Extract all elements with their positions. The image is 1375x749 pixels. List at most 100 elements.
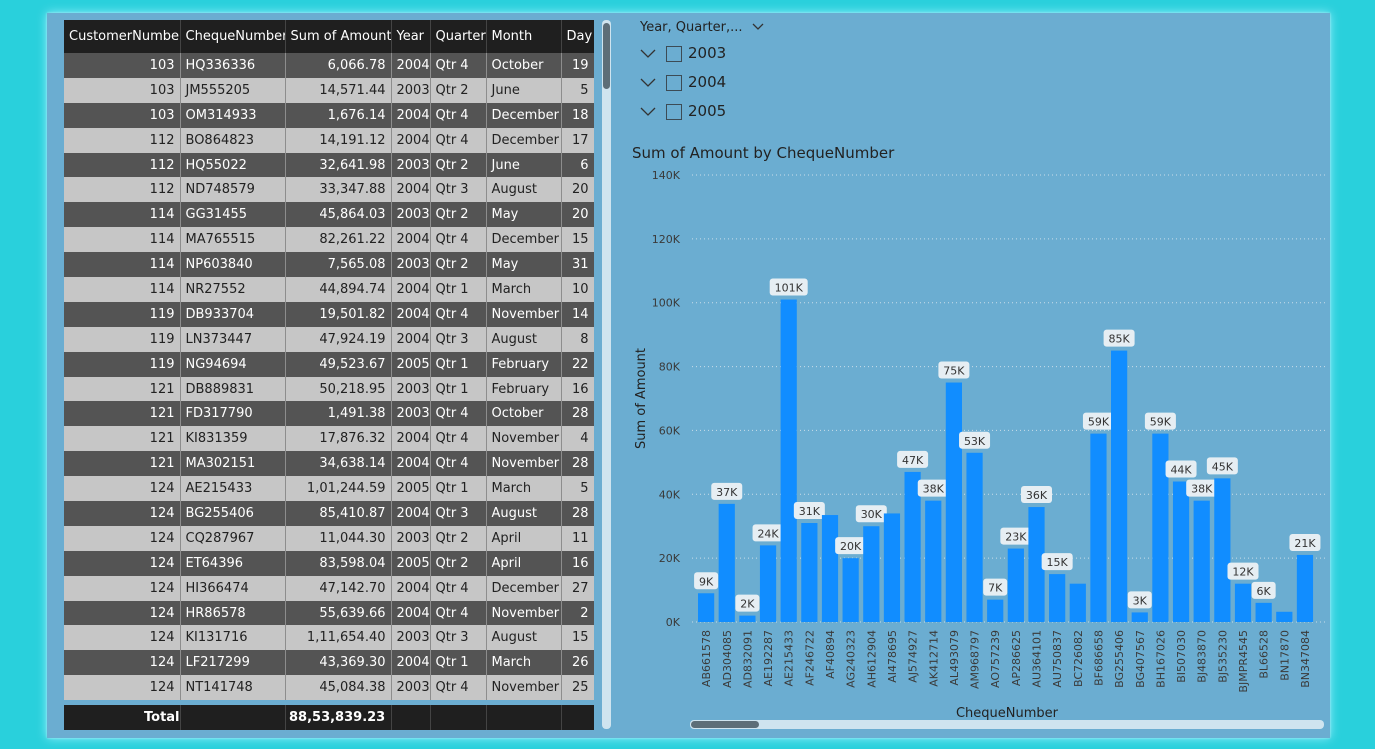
table-cell: 55,639.66 xyxy=(285,600,392,626)
table-row[interactable]: 124 ET64396 83,598.04 2005 Qtr 2 April 16 xyxy=(64,550,594,576)
bar[interactable] xyxy=(1152,433,1169,622)
bar[interactable] xyxy=(1028,507,1045,622)
table-header-row: CustomerNumber ChequeNumber Sum of Amount Y… xyxy=(64,20,594,53)
column-header[interactable]: CustomerNumber xyxy=(64,20,181,53)
table-cell: November xyxy=(486,600,562,626)
table-row[interactable]: 112 HQ55022 32,641.98 2003 Qtr 2 June 6 xyxy=(64,152,594,178)
bar[interactable] xyxy=(945,382,962,622)
table-cell: DB933704 xyxy=(180,301,286,327)
x-tick-label: BG407567 xyxy=(1134,630,1147,688)
bar[interactable] xyxy=(801,523,818,622)
table-row[interactable]: 124 HR86578 55,639.66 2004 Qtr 4 November 2 xyxy=(64,600,594,626)
table-row[interactable]: 119 NG94694 49,523.67 2005 Qtr 1 February 22 xyxy=(64,351,594,377)
bar[interactable] xyxy=(842,558,859,622)
expand-chevron-icon[interactable] xyxy=(640,105,656,117)
table-row[interactable]: 124 AE215433 1,01,244.59 2005 Qtr 1 March 5 xyxy=(64,476,594,502)
table-cell: LF217299 xyxy=(180,650,286,676)
data-label: 75K xyxy=(943,365,965,378)
table-row[interactable]: 124 BG255406 85,410.87 2004 Qtr 3 August 28 xyxy=(64,501,594,526)
data-label: 30K xyxy=(861,508,883,521)
bar[interactable] xyxy=(759,545,777,622)
table-cell: 34,638.14 xyxy=(285,451,392,477)
table-row[interactable]: 124 LF217299 43,369.30 2004 Qtr 1 March 26 xyxy=(64,650,594,676)
table-row[interactable]: 114 NP603840 7,565.08 2003 Qtr 2 May 31 xyxy=(64,252,594,278)
table-row[interactable]: 103 HQ336336 6,066.78 2004 Qtr 4 October 19 xyxy=(64,53,594,78)
column-header[interactable]: Day xyxy=(561,20,594,53)
chart-scroll-thumb[interactable] xyxy=(691,721,759,728)
bar[interactable] xyxy=(863,526,880,622)
bar[interactable] xyxy=(925,500,942,622)
slicer-checkbox[interactable] xyxy=(666,46,682,62)
data-label: 47K xyxy=(902,454,924,467)
chart-horizontal-scrollbar[interactable] xyxy=(690,720,1324,729)
table-row[interactable]: 103 OM314933 1,676.14 2004 Qtr 4 December 18 xyxy=(64,102,594,128)
expand-chevron-icon[interactable] xyxy=(640,76,656,88)
table-row[interactable]: 124 HI366474 47,142.70 2004 Qtr 4 December 27 xyxy=(64,575,594,601)
column-header[interactable]: Quarter xyxy=(430,20,487,53)
bar[interactable] xyxy=(1255,602,1272,622)
column-header[interactable]: Year xyxy=(391,20,431,53)
bar[interactable] xyxy=(883,513,901,622)
bar[interactable] xyxy=(821,515,839,622)
table-cell: 47,924.19 xyxy=(285,326,392,352)
x-tick-label: BN17870 xyxy=(1278,630,1291,681)
slicer-checkbox[interactable] xyxy=(666,75,682,91)
bar[interactable] xyxy=(1007,548,1024,622)
table-row[interactable]: 119 LN373447 47,924.19 2004 Qtr 3 August 8 xyxy=(64,326,594,352)
table-cell: Qtr 3 xyxy=(430,501,487,526)
data-label-box xyxy=(897,450,929,468)
data-label-box xyxy=(1289,533,1321,551)
bar[interactable] xyxy=(1049,574,1066,622)
table-cell: Qtr 3 xyxy=(430,177,487,203)
bar[interactable] xyxy=(1111,350,1128,622)
bar[interactable] xyxy=(1069,583,1086,622)
table-row[interactable]: 114 MA765515 82,261.22 2004 Qtr 4 December 15 xyxy=(64,227,594,253)
column-header[interactable]: Month xyxy=(486,20,562,53)
table-cell: 103 xyxy=(64,77,181,103)
table-row[interactable]: 112 BO864823 14,191.12 2004 Qtr 4 December 17 xyxy=(64,127,594,153)
x-tick-label: AH612904 xyxy=(865,630,878,688)
bar[interactable] xyxy=(987,599,1004,622)
slicer-chevron-down-icon[interactable] xyxy=(752,20,764,32)
bar[interactable] xyxy=(1131,612,1148,622)
data-label: 36K xyxy=(1026,489,1048,502)
table-cell: BG255406 xyxy=(180,501,286,526)
table-cell: 103 xyxy=(64,53,181,78)
bar[interactable] xyxy=(698,593,715,622)
table-row[interactable]: 124 NT141748 45,084.38 2003 Qtr 4 November 25 xyxy=(64,675,594,701)
slicer-checkbox[interactable] xyxy=(666,104,682,120)
table-scroll-thumb[interactable] xyxy=(603,23,610,89)
table-row[interactable]: 121 MA302151 34,638.14 2004 Qtr 4 November 28 xyxy=(64,451,594,477)
table-row[interactable]: 124 KI131716 1,11,654.40 2003 Qtr 3 August 15 xyxy=(64,625,594,651)
bar[interactable] xyxy=(1296,554,1314,622)
bar[interactable] xyxy=(904,471,921,622)
table-cell: 2003 xyxy=(391,252,431,278)
bar[interactable] xyxy=(718,503,735,622)
bar[interactable] xyxy=(1214,478,1231,622)
bar[interactable] xyxy=(780,299,797,622)
bar[interactable] xyxy=(1276,611,1293,622)
column-header[interactable]: Sum of Amount xyxy=(285,20,392,53)
expand-chevron-icon[interactable] xyxy=(640,47,656,59)
table-row[interactable]: 119 DB933704 19,501.82 2004 Qtr 4 November 14 xyxy=(64,301,594,327)
bar[interactable] xyxy=(966,452,983,622)
bar[interactable] xyxy=(1234,583,1252,622)
table-row[interactable]: 121 KI831359 17,876.32 2004 Qtr 4 November 4 xyxy=(64,426,594,452)
table-cell: 11,044.30 xyxy=(285,525,392,551)
bar[interactable] xyxy=(1193,500,1210,622)
column-header[interactable]: ChequeNumber xyxy=(180,20,286,53)
table-row[interactable]: 112 ND748579 33,347.88 2004 Qtr 3 August 20 xyxy=(64,177,594,203)
table-cell: Qtr 2 xyxy=(430,525,487,551)
table-cell: Qtr 3 xyxy=(430,326,487,352)
bar[interactable] xyxy=(1172,481,1190,622)
table-row[interactable]: 121 DB889831 50,218.95 2003 Qtr 1 February 16 xyxy=(64,376,594,402)
table-vertical-scrollbar[interactable] xyxy=(602,20,611,729)
bar[interactable] xyxy=(1090,433,1107,622)
table-row[interactable]: 114 NR27552 44,894.74 2004 Qtr 1 March 10 xyxy=(64,277,594,302)
table-row[interactable]: 114 GG31455 45,864.03 2003 Qtr 2 May 20 xyxy=(64,202,594,228)
bar[interactable] xyxy=(739,615,756,622)
x-tick-label: AM968797 xyxy=(969,630,982,689)
table-row[interactable]: 121 FD317790 1,491.38 2003 Qtr 4 October 28 xyxy=(64,401,594,427)
table-row[interactable]: 124 CQ287967 11,044.30 2003 Qtr 2 April 11 xyxy=(64,525,594,551)
table-row[interactable]: 103 JM555205 14,571.44 2003 Qtr 2 June 5 xyxy=(64,77,594,103)
